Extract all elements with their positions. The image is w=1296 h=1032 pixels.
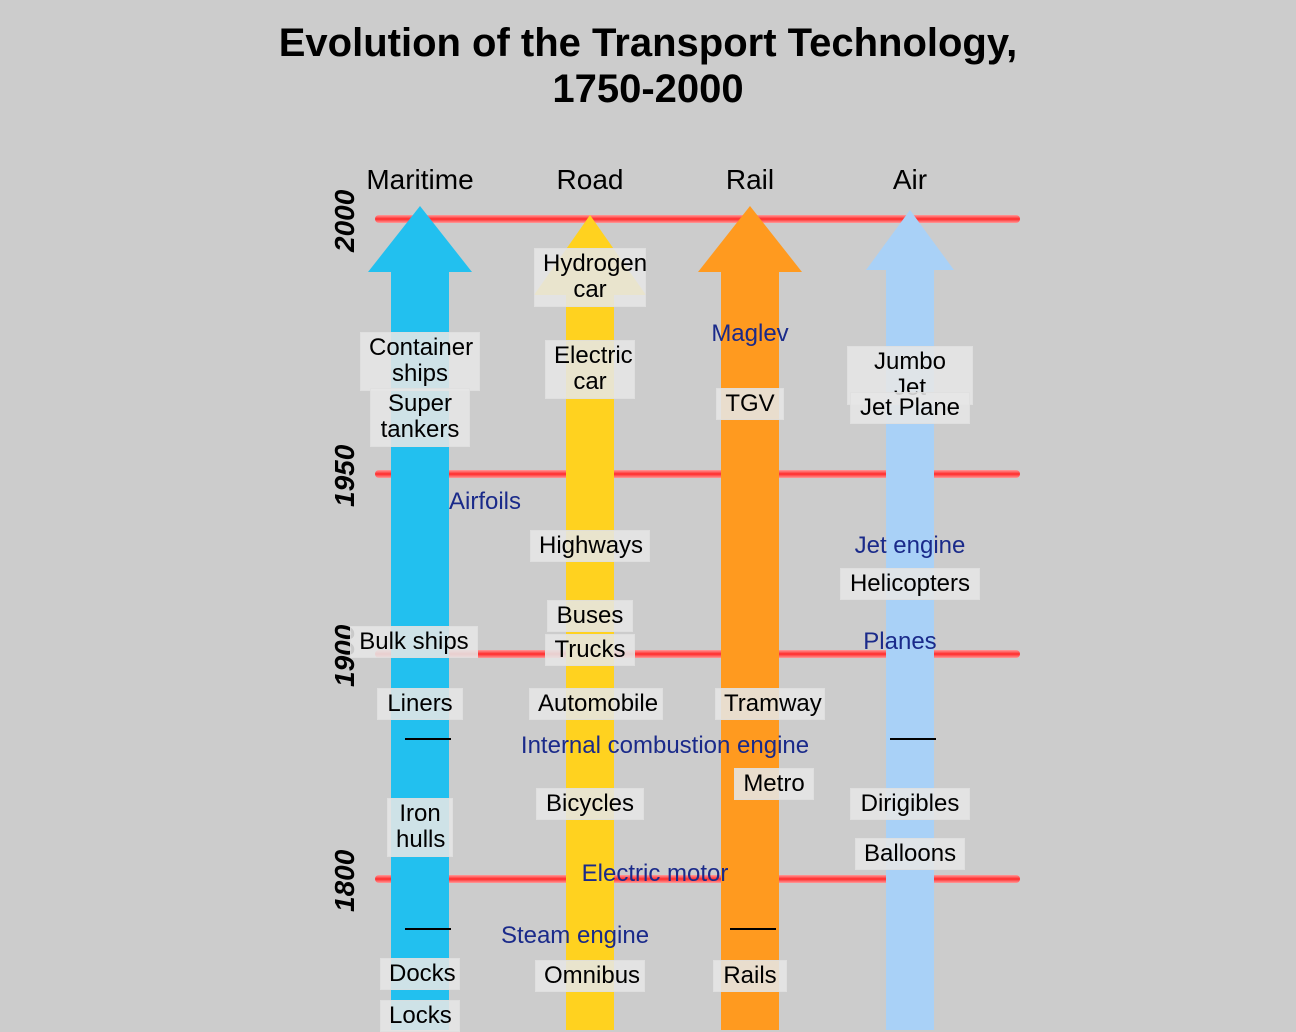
tick-mark [405,738,451,740]
item-box: TGV [716,388,784,420]
item-box: Helicopters [840,568,980,600]
tick-mark [890,738,936,740]
tick-mark [405,928,451,930]
item-box: Jet Plane [850,392,970,424]
column-header-maritime: Maritime [340,164,500,196]
tech-label: Maglev [680,320,820,348]
column-header-air: Air [830,164,990,196]
item-box: Containerships [360,332,480,391]
arrow-head [866,210,954,270]
tech-label: Planes [830,628,970,656]
arrow-head [368,206,472,272]
arrow-shaft [721,272,779,1030]
item-box: Bulk ships [350,626,478,658]
item-box: Tramway [715,688,825,720]
item-box: Electriccar [545,340,635,399]
tech-label: Airfoils [415,488,555,516]
tech-label: Jet engine [830,532,990,560]
item-box: Docks [380,958,460,990]
column-header-rail: Rail [670,164,830,196]
item-box: Locks [380,1000,460,1032]
diagram-container: Evolution of the Transport Technology,17… [0,0,1296,1032]
item-box: Metro [734,768,814,800]
item-box: Liners [377,688,463,720]
item-box: Highways [530,530,650,562]
chart-area: 2000195019001800 MaritimeRoadRailAir Mag… [310,160,1030,1020]
chart-title: Evolution of the Transport Technology,17… [0,20,1296,112]
item-box: Supertankers [370,388,470,447]
item-box: Rails [713,960,787,992]
tech-label: Electric motor [545,860,765,888]
item-box: Ironhulls [387,798,453,857]
year-label-1800: 1800 [329,842,361,912]
item-box: Bicycles [536,788,644,820]
item-box: Balloons [855,838,965,870]
arrow-maritime [368,206,472,1030]
item-box: Omnibus [535,960,645,992]
tick-mark [730,928,776,930]
tech-label: Steam engine [475,922,675,950]
arrow-air [866,210,954,1030]
item-box: Buses [547,600,633,632]
tech-label: Internal combustion engine [495,732,835,760]
item-box: Hydrogencar [534,248,646,307]
item-box: Automobile [529,688,663,720]
item-box: Trucks [545,634,635,666]
item-box: Dirigibles [850,788,970,820]
column-header-road: Road [510,164,670,196]
year-label-1950: 1950 [329,437,361,507]
arrow-head [698,206,802,272]
